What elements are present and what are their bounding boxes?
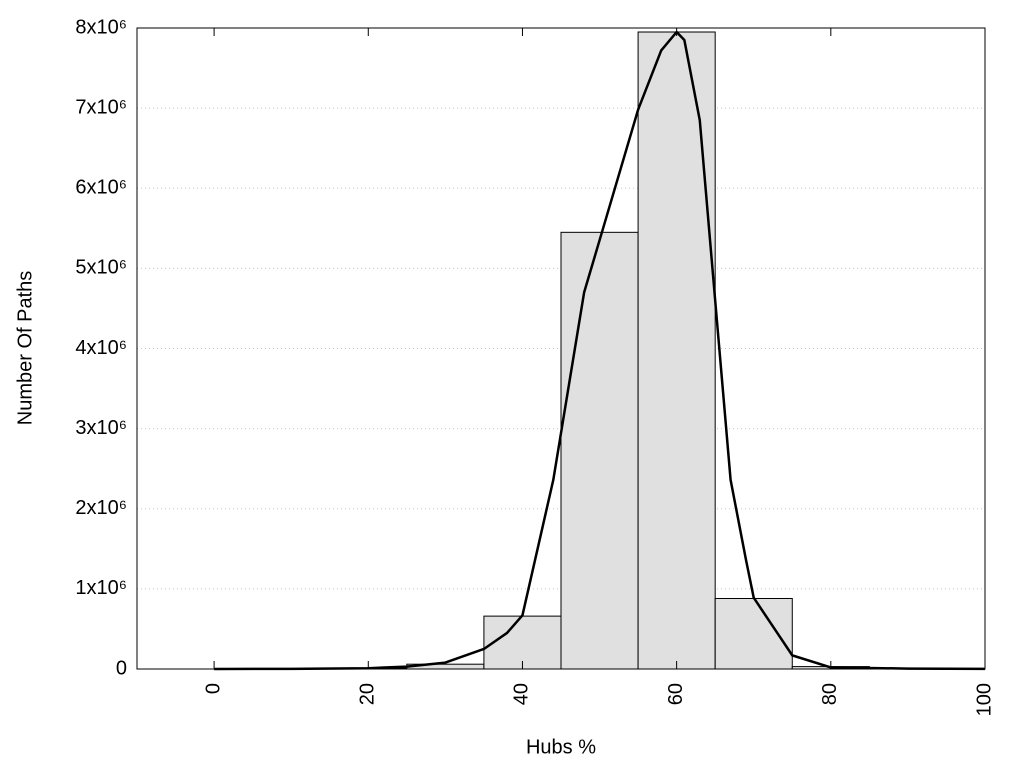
bar [714, 597, 793, 670]
fit-curve [214, 30, 986, 671]
bar [560, 231, 639, 670]
y-axis-label: Number Of Paths [14, 271, 36, 426]
plot-frame [136, 27, 986, 670]
y-tick-label: 5x10⁶ [75, 257, 127, 279]
x-tick-label: 40 [511, 683, 533, 705]
x-tick-label: 100 [973, 683, 995, 716]
y-tick-label: 6x10⁶ [75, 177, 127, 199]
y-tick-label: 8x10⁶ [75, 16, 127, 38]
y-tick-label: 1x10⁶ [75, 577, 127, 599]
y-tick-label: 0 [116, 657, 127, 679]
y-tick-label: 7x10⁶ [75, 96, 127, 118]
y-tick-label: 3x10⁶ [75, 417, 127, 439]
y-tick-label: 4x10⁶ [75, 337, 127, 359]
x-tick-label: 80 [819, 683, 841, 705]
bar [483, 615, 562, 670]
x-tick-label: 60 [665, 683, 687, 705]
bar [637, 31, 716, 670]
y-tick-label: 2x10⁶ [75, 497, 127, 519]
x-axis-label: Hubs % [526, 736, 596, 758]
x-tick-label: 20 [357, 683, 379, 705]
x-tick-label: 0 [202, 683, 224, 694]
